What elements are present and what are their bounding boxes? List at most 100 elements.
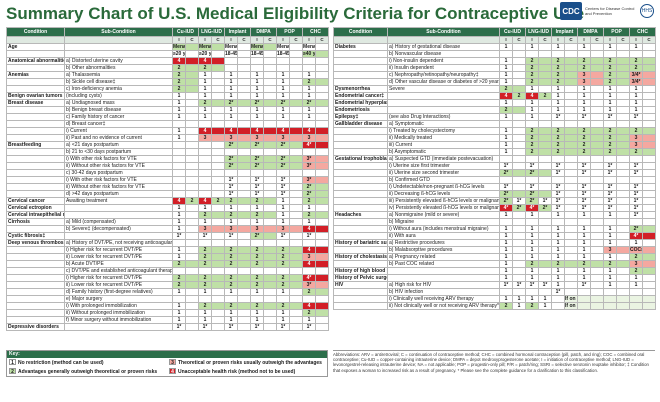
legend-swatch: 3 — [169, 359, 176, 366]
condition-cell — [333, 141, 388, 149]
category-cell — [263, 260, 278, 268]
category-cell: 2 — [276, 246, 291, 254]
category-cell: 2 — [603, 127, 618, 135]
category-cell — [315, 169, 330, 177]
category-cell — [289, 85, 304, 93]
category-cell: 1 — [577, 246, 592, 254]
category-cell: 1 — [603, 92, 618, 100]
table-row: ii) With aura 1 1 1 1 1 4* — [333, 232, 657, 240]
category-cell — [211, 141, 226, 149]
category-cell — [642, 99, 657, 107]
category-cell — [289, 316, 304, 324]
category-cell: 1* — [603, 190, 618, 198]
table-row: Diabetes a) History of gestational diseas… — [333, 43, 657, 51]
category-cell — [564, 169, 579, 177]
category-cell: 1 — [224, 85, 239, 93]
category-cell: 1 — [551, 232, 566, 240]
condition-cell — [333, 64, 388, 72]
category-cell — [590, 162, 605, 170]
category-cell — [538, 260, 553, 268]
category-cell — [629, 120, 644, 128]
subcondition-cell: ii) With aura — [387, 232, 500, 240]
category-cell: 1 — [302, 85, 317, 93]
condition-cell: Epilepsy‡ — [333, 113, 388, 121]
category-cell — [499, 176, 513, 184]
category-cell — [198, 155, 213, 163]
category-cell: 1 — [629, 106, 644, 114]
category-cell — [564, 204, 579, 212]
category-cell — [603, 50, 618, 58]
category-cell: 3/4* — [629, 78, 644, 86]
category-cell: 2 — [603, 57, 618, 65]
category-cell: 1 — [577, 99, 592, 107]
category-cell: 1* — [172, 323, 186, 331]
category-cell: 1 — [603, 211, 618, 219]
category-cell — [590, 64, 605, 72]
category-cell: 4 — [224, 127, 239, 135]
table-row: iii) Current 1 2 2 2 2 3 — [333, 141, 657, 149]
category-cell — [263, 267, 278, 275]
category-cell — [289, 204, 304, 212]
category-cell — [315, 162, 330, 170]
col-method: DMPA — [250, 27, 278, 37]
condition-cell — [333, 288, 388, 296]
category-cell: 2* — [224, 155, 239, 163]
category-cell — [289, 302, 304, 310]
category-cell — [302, 57, 317, 65]
category-cell — [315, 155, 330, 163]
legend-swatch: 1 — [9, 359, 16, 366]
category-cell — [184, 274, 200, 282]
category-cell — [211, 183, 226, 191]
category-cell — [184, 260, 200, 268]
category-cell: 1 — [276, 85, 291, 93]
subcondition-cell: i) With other risk factors for VTE — [64, 176, 173, 184]
category-cell — [237, 218, 252, 226]
subcondition-cell: ii) Without other risk factors for VTE — [64, 162, 173, 170]
category-cell — [276, 120, 291, 128]
category-cell — [289, 225, 304, 233]
category-cell — [302, 267, 317, 275]
category-cell: 1 — [551, 239, 566, 247]
category-cell — [184, 190, 200, 198]
category-cell — [590, 211, 605, 219]
category-cell: ≥20 yrs:1 — [198, 50, 213, 58]
category-cell: 2 — [198, 64, 213, 72]
condition-cell — [6, 316, 65, 324]
category-cell: 18-45 yrs:1 — [250, 50, 265, 58]
category-cell: 1* — [538, 197, 553, 205]
category-cell — [211, 43, 226, 51]
category-cell — [315, 309, 330, 317]
category-cell: 1* — [499, 281, 513, 289]
category-cell — [538, 141, 553, 149]
category-cell — [616, 302, 631, 310]
category-cell — [538, 134, 553, 142]
category-cell — [564, 190, 579, 198]
category-cell: 2 — [603, 148, 618, 156]
category-cell — [511, 246, 527, 254]
category-cell: 1 — [538, 295, 553, 303]
subcondition-cell — [387, 274, 500, 282]
category-cell — [184, 134, 200, 142]
category-cell: 1 — [276, 309, 291, 317]
category-cell — [616, 183, 631, 191]
category-cell: 2 — [551, 64, 566, 72]
subcondition-cell: b) Severe‡ (decompensated) — [64, 225, 173, 233]
category-cell — [184, 57, 200, 65]
category-cell: 1* — [224, 183, 239, 191]
category-cell: 1* — [551, 183, 566, 191]
category-cell: 1 — [499, 260, 513, 268]
category-cell: 2* — [302, 99, 317, 107]
category-cell: 1* — [276, 176, 291, 184]
category-cell: 4 — [302, 127, 317, 135]
category-cell: 2 — [525, 141, 540, 149]
table-row: iii) Persistently elevated ß-hCG levels … — [333, 197, 657, 205]
col-method: Implant — [224, 27, 252, 37]
category-cell — [564, 78, 579, 86]
category-cell — [263, 71, 278, 79]
condition-cell: Endometrial hyperplasia — [333, 99, 388, 107]
category-cell — [525, 155, 540, 163]
category-cell — [263, 50, 278, 58]
category-cell — [629, 176, 644, 184]
category-cell: 2 — [250, 274, 265, 282]
subcondition-cell: iii) Persistently elevated ß-hCG levels … — [387, 197, 500, 205]
